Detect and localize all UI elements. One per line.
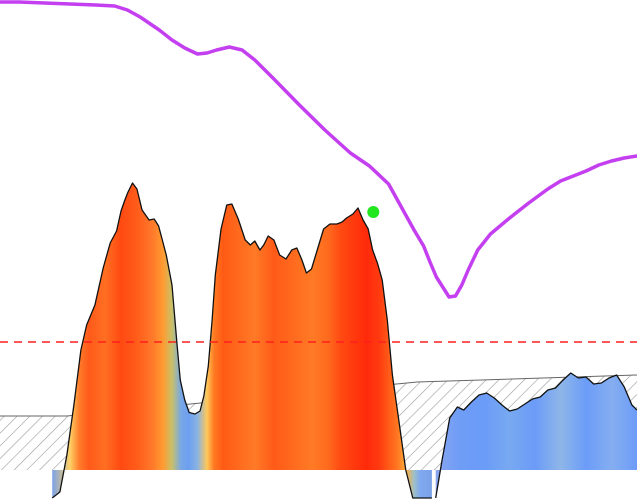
area-layer	[51, 182, 637, 499]
area-outline-1	[51, 182, 432, 499]
line-layer	[0, 0, 637, 299]
marker-layer	[367, 206, 380, 218]
marker-point-1[interactable]	[367, 206, 380, 218]
area-series-1	[52, 183, 432, 498]
area-series-2	[435, 373, 637, 498]
area-outline-2	[435, 372, 637, 499]
line-series-1	[0, 0, 637, 299]
